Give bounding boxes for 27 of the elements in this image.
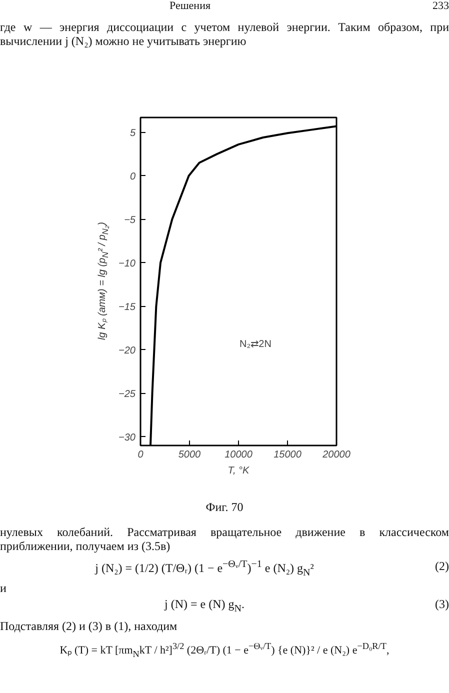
y-tick-label: −15: [118, 302, 136, 313]
text: нулевых колебаний. Рассматривая вращательное движение в классическом приближении, получаем из (3.5в): [0, 525, 449, 554]
text: 233: [432, 0, 449, 14]
y-tick-label: 0: [130, 171, 136, 182]
text: j (N₂) = (1/2) (T/Θᵣ) (1 − e$^{−Θᵥ/T}$)$^{−1}$ e (N₂) g$_{N}$²: [95, 559, 314, 580]
x-tick-label: 0: [138, 450, 144, 460]
text: Kₚ (T) = kT [πm$_{N}$kT / h²]$^{3/2}$ (2Θᵣ/T) (1 − e$^{−Θᵥ/T}$) {e (N)}² / e (N₂) e$^{−D₀R/T}$,: [60, 641, 390, 659]
text: Фиг. 70: [206, 500, 244, 514]
y-tick-label: −10: [118, 258, 136, 270]
x-tick-label: 10000: [224, 450, 253, 460]
annotation: N₂⇄2N: [240, 339, 272, 350]
text: и: [0, 581, 6, 596]
x-tick-label: 15000: [274, 450, 302, 460]
y-tick-label: −30: [118, 432, 136, 444]
y-tick-label: 5: [130, 128, 136, 139]
text: Решения: [169, 0, 211, 14]
x-tick-label: 20000: [322, 450, 351, 460]
text: Подставляя (2) и (3) в (1), находим: [0, 619, 178, 634]
x-tick-label: 5000: [178, 450, 202, 460]
text: j (N) = e (N) g$_{N}$.: [164, 597, 244, 616]
y-tick-label: −20: [118, 345, 136, 356]
text: (3): [435, 597, 449, 612]
text: где w — энергия диссоциации с учетом нулевой энергии. Таким образом, при вычислении j (N₂) можно не учитывать энергию: [0, 20, 449, 49]
y-tick-label: −5: [124, 214, 136, 226]
y-tick-label: −25: [118, 388, 136, 400]
text: (2): [435, 559, 449, 574]
x-axis-title: T, °K: [228, 466, 251, 476]
